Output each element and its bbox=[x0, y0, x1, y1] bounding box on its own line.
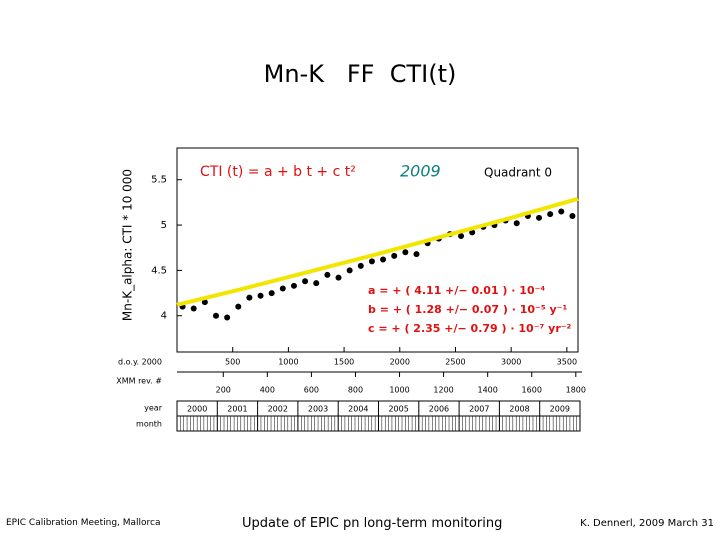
x2-tick-label: 1200 bbox=[433, 386, 453, 395]
data-point bbox=[558, 208, 565, 215]
data-point bbox=[536, 214, 543, 221]
data-point bbox=[513, 220, 520, 227]
data-point bbox=[413, 251, 420, 258]
data-point bbox=[246, 294, 253, 301]
data-point bbox=[290, 282, 297, 289]
x-tick-label: 2500 bbox=[445, 358, 465, 367]
year-cell-label: 2005 bbox=[388, 405, 408, 414]
data-point bbox=[335, 274, 342, 281]
x2-tick-label: 1400 bbox=[477, 386, 497, 395]
x2-tick-label: 1600 bbox=[522, 386, 542, 395]
data-point bbox=[302, 278, 309, 285]
slide-title: Mn-K FF CTI(t) bbox=[263, 60, 457, 88]
y-tick-label: 4 bbox=[161, 311, 167, 322]
year-cell-label: 2004 bbox=[348, 405, 368, 414]
data-point bbox=[346, 267, 353, 274]
data-point bbox=[224, 314, 231, 321]
x-tick-label: 1500 bbox=[334, 358, 354, 367]
x2-tick-label: 400 bbox=[260, 386, 275, 395]
y-axis-label: Mn-K_alpha: CTI * 10 000 bbox=[121, 169, 135, 321]
data-point bbox=[235, 303, 242, 310]
plot-frame bbox=[176, 147, 579, 353]
data-point bbox=[268, 290, 275, 297]
footer-center: Update of EPIC pn long-term monitoring bbox=[242, 516, 503, 531]
x2-tick-label: 200 bbox=[216, 386, 231, 395]
formula: CTI (t) = a + b t + c t² bbox=[200, 164, 356, 180]
x2-tick-label: 800 bbox=[348, 386, 363, 395]
x-tick-label: 3500 bbox=[557, 358, 577, 367]
x-tick-label: 1000 bbox=[278, 358, 298, 367]
data-point bbox=[279, 285, 286, 292]
data-point bbox=[569, 213, 576, 219]
data-point bbox=[380, 256, 387, 263]
data-point bbox=[368, 258, 375, 265]
quadrant: Quadrant 0 bbox=[484, 166, 552, 180]
fit-parameter: c = + ( 2.35 +/− 0.79 ) · 10⁻⁷ yr⁻² bbox=[368, 322, 572, 335]
x-axis-label: d.o.y. 2000 bbox=[118, 358, 162, 367]
footer-left: EPIC Calibration Meeting, Mallorca bbox=[6, 518, 161, 528]
data-point bbox=[458, 232, 465, 239]
footer-right: K. Dennerl, 2009 March 31 bbox=[580, 518, 714, 529]
x-tick-label: 2000 bbox=[390, 358, 410, 367]
x2-tick-label: 600 bbox=[304, 386, 319, 395]
x2-tick-label: 1800 bbox=[566, 386, 586, 395]
x-tick-label: 3000 bbox=[501, 358, 521, 367]
year-cell-label: 2008 bbox=[509, 405, 529, 414]
x2-tick-label: 1000 bbox=[389, 386, 409, 395]
y-tick-label: 4.5 bbox=[151, 265, 167, 276]
x-tick-label: 500 bbox=[225, 358, 240, 367]
data-point bbox=[402, 249, 409, 256]
year-cell-label: 2000 bbox=[187, 405, 207, 414]
data-point bbox=[313, 280, 320, 287]
y-tick-label: 5 bbox=[161, 220, 167, 231]
year-cell-label: 2007 bbox=[469, 405, 489, 414]
year-cell-label: 2009 bbox=[550, 405, 570, 414]
year-cell-label: 2002 bbox=[268, 405, 288, 414]
month-label: month bbox=[136, 420, 162, 429]
year-cell-label: 2001 bbox=[227, 405, 247, 414]
data-point bbox=[257, 292, 264, 299]
data-point bbox=[212, 312, 219, 319]
x2-axis-label: XMM rev. # bbox=[116, 377, 162, 386]
year-cell-label: 2003 bbox=[308, 405, 328, 414]
year-tag: 2009 bbox=[400, 162, 441, 181]
y-tick-label: 5.5 bbox=[151, 175, 167, 186]
fit-parameter: b = + ( 1.28 +/− 0.07 ) · 10⁻⁵ y⁻¹ bbox=[368, 303, 567, 316]
fit-parameter: a = + ( 4.11 +/− 0.01 ) · 10⁻⁴ bbox=[368, 284, 545, 297]
data-point bbox=[547, 211, 554, 218]
fit-line bbox=[176, 196, 579, 307]
data-point bbox=[391, 252, 398, 259]
data-point bbox=[357, 262, 364, 269]
year-cell-label: 2006 bbox=[429, 405, 449, 414]
data-point bbox=[201, 299, 208, 306]
data-point bbox=[190, 305, 197, 312]
year-label: year bbox=[144, 404, 163, 413]
data-point bbox=[324, 271, 331, 278]
